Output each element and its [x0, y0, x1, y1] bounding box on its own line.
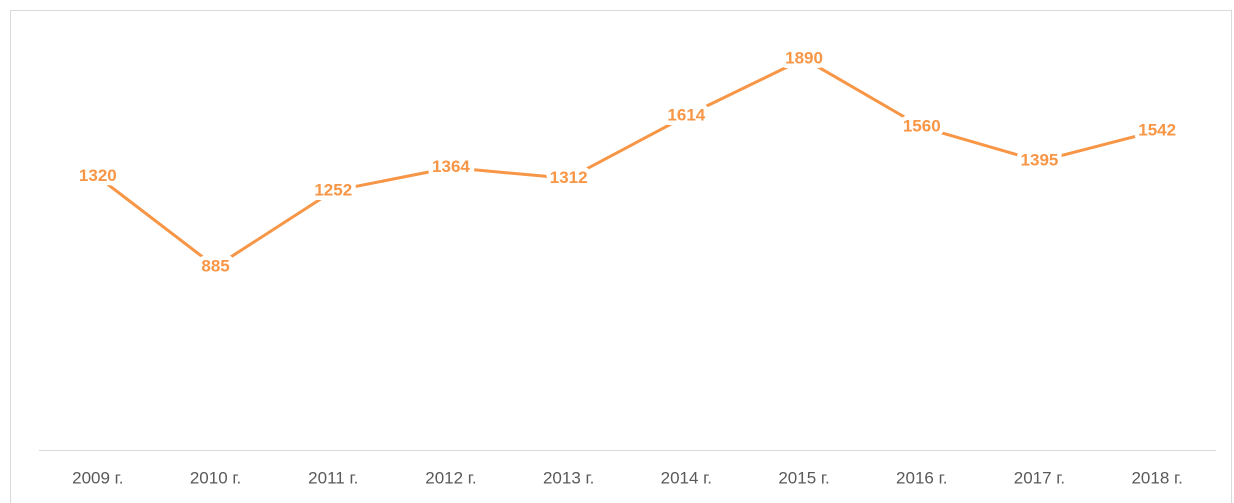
x-tick-label: 2010 г. — [190, 468, 241, 487]
data-label: 1560 — [903, 117, 941, 136]
x-tick-label: 2009 г. — [72, 468, 123, 487]
data-label: 1395 — [1021, 151, 1059, 170]
data-label: 885 — [201, 256, 229, 275]
x-tick-label: 2011 г. — [308, 468, 358, 487]
x-tick-label: 2018 г. — [1131, 468, 1182, 487]
x-tick-label: 2013 г. — [543, 468, 594, 487]
x-tick-label: 2015 г. — [778, 468, 829, 487]
data-label: 1542 — [1138, 120, 1176, 139]
x-tick-label: 2014 г. — [661, 468, 712, 487]
data-label: 1890 — [785, 48, 823, 67]
data-label: 1320 — [79, 166, 117, 185]
x-tick-label: 2012 г. — [425, 468, 476, 487]
data-label: 1252 — [314, 180, 352, 199]
data-label: 1614 — [667, 105, 705, 124]
chart-border — [10, 10, 1232, 503]
line — [96, 57, 1158, 269]
data-label: 1312 — [550, 168, 588, 187]
data-label: 1364 — [432, 157, 470, 176]
x-tick-label: 2016 г. — [896, 468, 947, 487]
x-tick-label: 2017 г. — [1014, 468, 1065, 487]
